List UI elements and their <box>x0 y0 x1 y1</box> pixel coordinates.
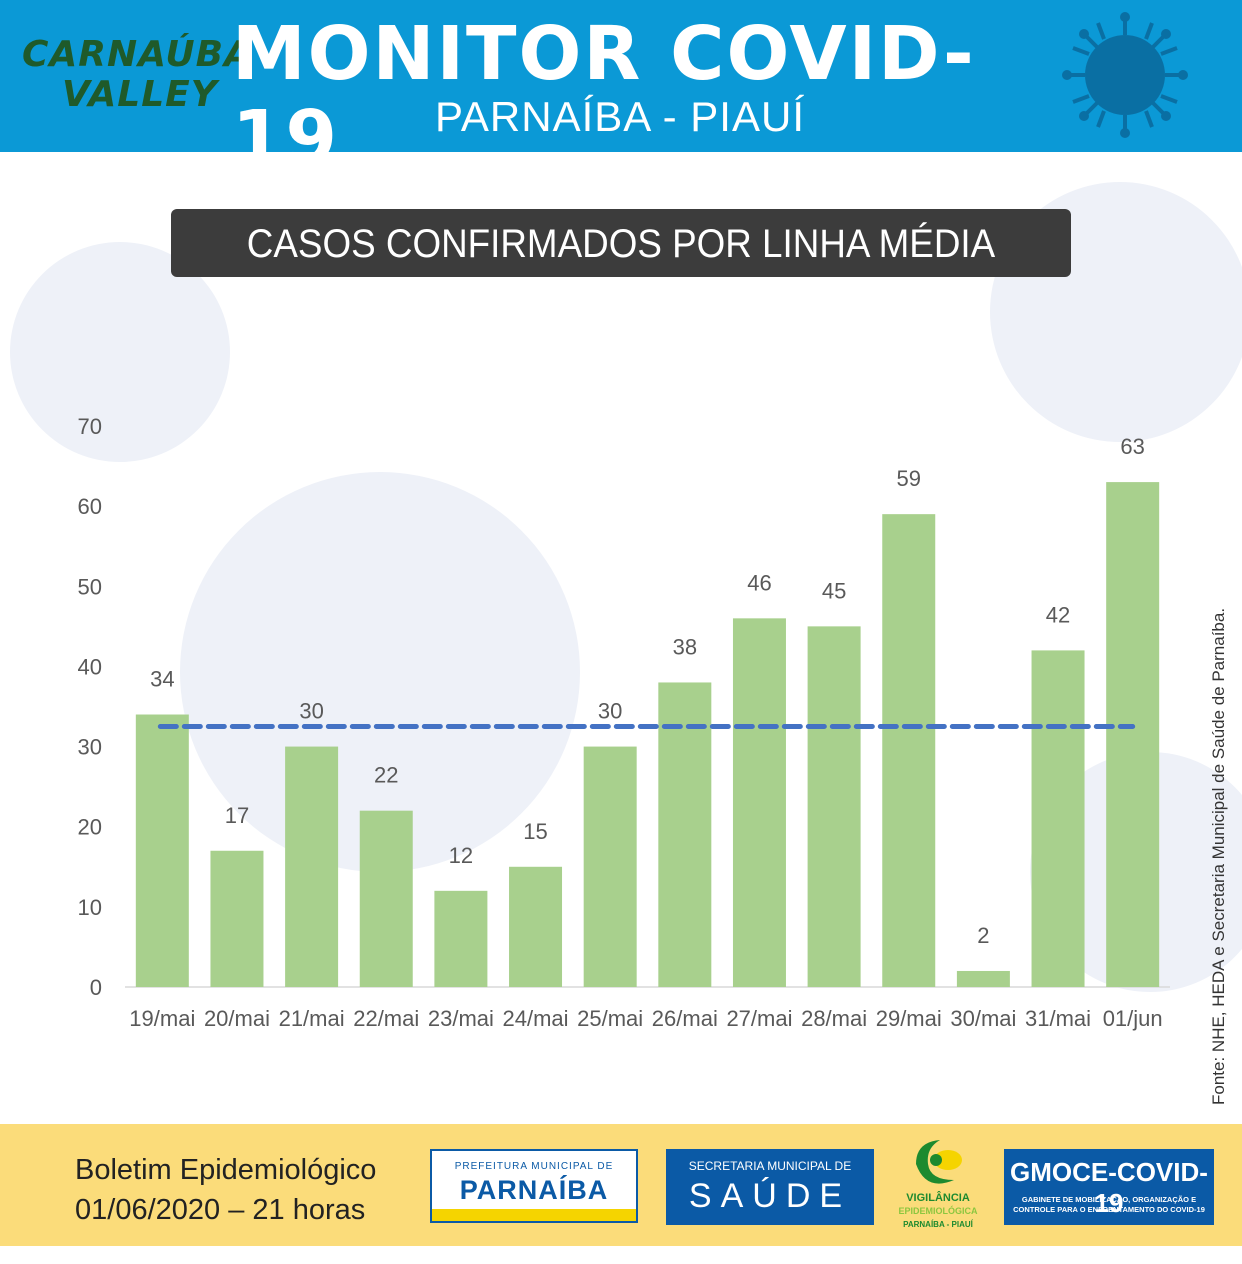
bar <box>135 714 189 987</box>
footer-bar: Boletim Epidemiológico 01/06/2020 – 21 h… <box>0 1124 1242 1246</box>
data-label: 45 <box>822 578 846 603</box>
x-tick-label: 01/jun <box>1103 1006 1163 1031</box>
y-tick-label: 40 <box>78 654 102 679</box>
bar <box>359 810 413 987</box>
data-label: 42 <box>1046 602 1070 627</box>
logo-parnaiba-stripe <box>432 1209 636 1221</box>
y-tick-label: 60 <box>78 494 102 519</box>
logo-text-line1: CARNAÚBA <box>22 34 253 75</box>
bar <box>285 746 339 987</box>
y-tick-label: 10 <box>78 895 102 920</box>
source-note: Fonte: NHE, HEDA e Secretaria Municipal … <box>1209 607 1228 1105</box>
x-tick-label: 26/mai <box>652 1006 718 1031</box>
bar <box>1106 482 1160 987</box>
bar <box>732 618 786 987</box>
footer-bulletin-title: Boletim Epidemiológico <box>75 1154 377 1186</box>
bar <box>956 970 1010 987</box>
x-tick-label: 21/mai <box>279 1006 345 1031</box>
y-tick-label: 70 <box>78 414 102 439</box>
logo-parnaiba-small: PREFEITURA MUNICIPAL DE <box>454 1161 614 1172</box>
secretaria-saude-logo: SECRETARIA MUNICIPAL DE SAÚDE <box>666 1149 874 1225</box>
gmoce-covid-logo: GMOCE-COVID-19 GABINETE DE MOBILIZAÇÃO, … <box>1004 1149 1214 1225</box>
header-banner: CARNAÚBA VALLEY MONITOR COVID-19 PARNAÍB… <box>0 0 1242 180</box>
x-tick-label: 22/mai <box>353 1006 419 1031</box>
data-label: 30 <box>299 699 323 724</box>
logo-text-line2: VALLEY <box>62 74 218 115</box>
data-label: 22 <box>374 763 398 788</box>
chart-title-box: CASOS CONFIRMADOS POR LINHA MÉDIA <box>171 209 1071 277</box>
x-tick-label: 29/mai <box>876 1006 942 1031</box>
logo-gmoce-small: GABINETE DE MOBILIZAÇÃO, ORGANIZAÇÃO E C… <box>1013 1195 1205 1214</box>
prefeitura-parnaiba-logo: PREFEITURA MUNICIPAL DE PARNAÍBA <box>430 1149 638 1223</box>
vigilancia-emblem-icon <box>916 1140 962 1184</box>
bar <box>807 626 861 987</box>
x-tick-label: 23/mai <box>428 1006 494 1031</box>
bar <box>658 682 712 987</box>
x-tick-label: 30/mai <box>950 1006 1016 1031</box>
bars: 34 17 30 22 12 15 30 38 46 45 59 2 42 63 <box>135 434 1160 987</box>
data-label: 34 <box>150 667 174 692</box>
logo-gmoce-big: GMOCE-COVID-19 <box>1010 1157 1208 1218</box>
y-tick-label: 50 <box>78 574 102 599</box>
data-label: 17 <box>225 803 249 828</box>
footer-bulletin-date: 01/06/2020 – 21 horas <box>75 1194 366 1226</box>
data-label: 63 <box>1120 434 1144 459</box>
logo-vig-line1: VIGILÂNCIA <box>906 1192 970 1204</box>
x-tick-label: 27/mai <box>726 1006 792 1031</box>
page-title: MONITOR COVID-19 <box>232 11 976 181</box>
vigilancia-epidemiologica-logo: VIGILÂNCIA EPIDEMIOLÓGICA PARNAÍBA - PIA… <box>896 1134 980 1242</box>
data-label: 15 <box>523 819 547 844</box>
data-label: 12 <box>449 843 473 868</box>
x-tick-label: 28/mai <box>801 1006 867 1031</box>
x-tick-label: 25/mai <box>577 1006 643 1031</box>
bar <box>509 866 563 987</box>
bar <box>210 850 264 987</box>
logo-vig-line2: EPIDEMIOLÓGICA <box>898 1206 978 1216</box>
data-label: 2 <box>977 923 989 948</box>
y-tick-label: 0 <box>90 975 102 1000</box>
logo-saude-small: SECRETARIA MUNICIPAL DE <box>688 1159 852 1173</box>
x-axis: 19/mai 20/mai 21/mai 22/mai 23/mai 24/mai 25/m… <box>129 1006 1162 1031</box>
y-tick-label: 20 <box>78 815 102 840</box>
bar <box>434 890 488 987</box>
data-label: 46 <box>747 570 771 595</box>
chart-title: CASOS CONFIRMADOS POR LINHA MÉDIA <box>246 222 996 266</box>
page-subtitle: PARNAÍBA - PIAUÍ <box>435 93 805 140</box>
data-label: 30 <box>598 699 622 724</box>
data-label: 59 <box>897 466 921 491</box>
x-tick-label: 31/mai <box>1025 1006 1091 1031</box>
x-tick-label: 24/mai <box>503 1006 569 1031</box>
logo-parnaiba-big: PARNAÍBA <box>459 1175 609 1205</box>
data-label: 38 <box>673 634 697 659</box>
carnauba-valley-logo: CARNAÚBA VALLEY <box>22 34 252 118</box>
bar <box>882 514 936 987</box>
logo-vig-line3: PARNAÍBA - PIAUÍ <box>903 1220 973 1229</box>
virus-icon <box>1062 12 1188 138</box>
y-tick-label: 30 <box>78 735 102 760</box>
bar <box>583 746 637 987</box>
x-tick-label: 19/mai <box>129 1006 195 1031</box>
logo-saude-big: SAÚDE <box>688 1177 852 1215</box>
bar <box>1031 650 1085 987</box>
x-tick-label: 20/mai <box>204 1006 270 1031</box>
